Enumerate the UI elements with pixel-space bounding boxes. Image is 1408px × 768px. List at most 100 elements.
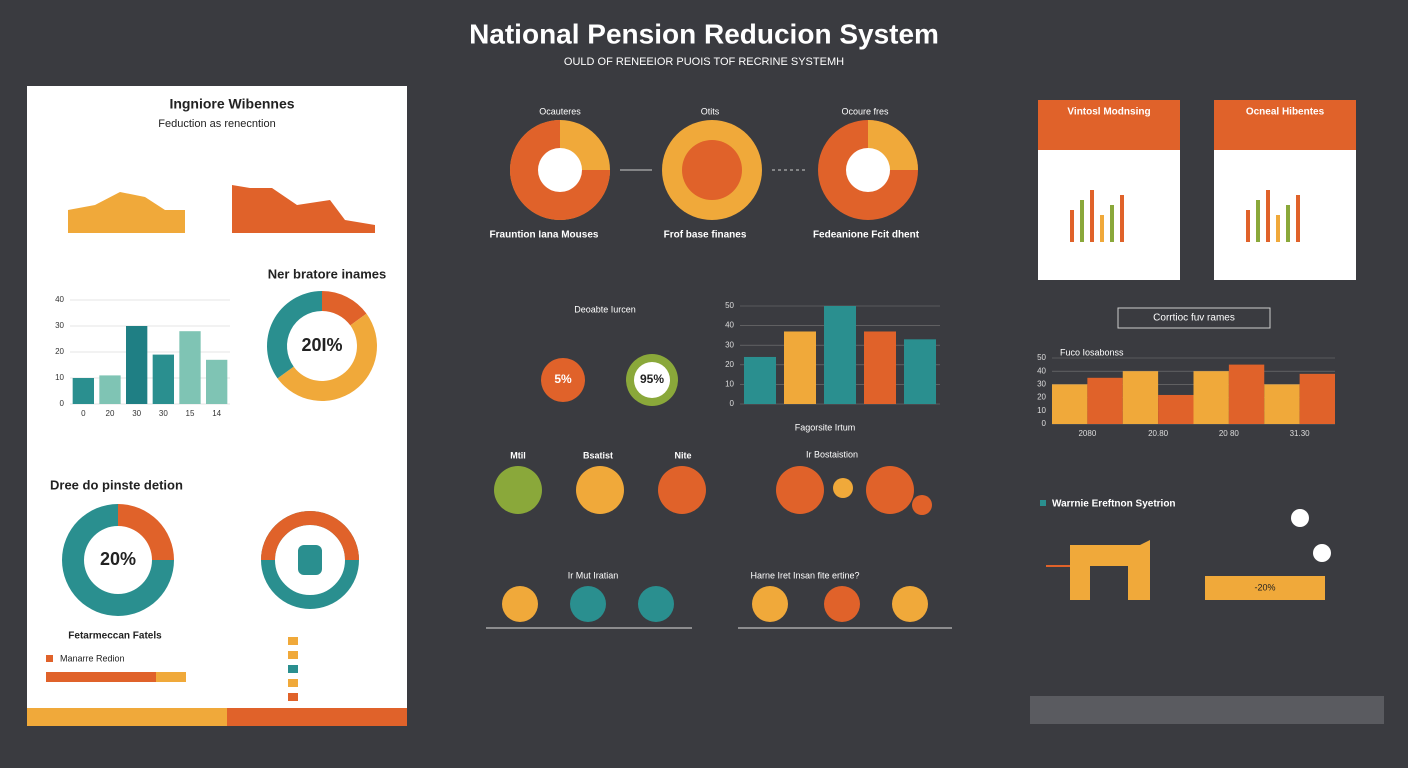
bar [126, 326, 148, 404]
x-tick-label: 0 [81, 409, 86, 418]
circle-caption: Frof base finanes [664, 230, 747, 241]
card-header [1038, 100, 1180, 150]
legend-text: Manarre Redion [60, 653, 125, 663]
x-tick-label: 30 [159, 409, 168, 418]
timeline-decor [486, 586, 952, 629]
bar [1087, 377, 1123, 424]
donut-label: 20% [100, 549, 136, 569]
bar [179, 331, 201, 404]
bar [1158, 394, 1194, 424]
icon-decor [541, 358, 585, 402]
card-header [1214, 100, 1356, 150]
subtitle: OULD OF RENEEIOR PUOIS TOF RECRINE SYSTE… [564, 56, 844, 68]
bar [99, 375, 121, 404]
section-heading: Fagorsite Irtum [795, 422, 856, 432]
box-label: Corrtioc fuv rames [1153, 313, 1235, 324]
y-tick-label: 0 [730, 399, 735, 408]
panel-heading: Ingniore Wibennes [169, 96, 294, 112]
chart-title: Fuco Iosabonss [1060, 347, 1124, 357]
y-tick-label: 10 [1037, 406, 1046, 415]
circle-caption: Frauntion Iana Mouses [490, 230, 599, 241]
y-tick-label: 30 [1037, 380, 1046, 389]
donut-segment [322, 291, 367, 326]
donut-segment [62, 504, 174, 616]
bar [152, 354, 174, 404]
ring-decor [261, 511, 359, 561]
icon-label: Nite [674, 450, 691, 460]
bar [744, 356, 776, 404]
bar [1052, 384, 1088, 424]
y-tick-label: 30 [55, 321, 64, 330]
footer-heading: Fetarmeccan Fatels [68, 631, 162, 642]
legend-swatch [46, 655, 53, 662]
y-tick-label: 0 [1042, 419, 1047, 428]
y-tick-label: 50 [725, 301, 734, 310]
section-heading: Harne Iret Insan fite ertine? [750, 570, 859, 580]
x-tick-label: 30 [132, 409, 141, 418]
circle-heading: Otits [701, 106, 720, 116]
icon-label: Mtil [510, 450, 526, 460]
y-tick-label: 40 [725, 321, 734, 330]
x-tick-label: 2080 [1078, 429, 1096, 438]
bar [784, 331, 816, 404]
area-decor [68, 192, 185, 233]
label-box [1117, 307, 1271, 329]
x-tick-label: 14 [212, 409, 221, 418]
y-tick-label: 30 [725, 340, 734, 349]
section-heading: Ir Mut Iratian [568, 570, 619, 580]
bar [904, 339, 936, 404]
footer-strip [227, 708, 407, 726]
icon-decor [494, 466, 932, 515]
area-decor [232, 185, 375, 233]
badge: 5% [554, 372, 572, 386]
bar [1264, 384, 1300, 424]
legend-decor [288, 637, 298, 701]
progress-decor [46, 672, 156, 682]
bar [206, 359, 228, 404]
circle-caption: Fedeanione Fcit dhent [813, 230, 920, 241]
circle-heading: Ocoure fres [841, 106, 889, 116]
title: National Pension Reducion System [469, 18, 939, 49]
left-panel [27, 86, 407, 726]
donut-label: 20I% [301, 335, 342, 355]
x-tick-label: 20.80 [1148, 429, 1169, 438]
icon-label: Bsatist [583, 450, 613, 460]
bar [1299, 373, 1335, 424]
chart-title: Ner bratore inames [268, 266, 387, 281]
section-heading: Warrnie Ereftnon Syetrion [1052, 499, 1176, 510]
circle-heading: Ocauteres [539, 106, 581, 116]
toolbar [1030, 696, 1384, 724]
y-tick-label: 20 [55, 347, 64, 356]
y-tick-label: 50 [1037, 353, 1046, 362]
bar [1228, 364, 1265, 424]
card-title: Vintosl Modnsing [1067, 107, 1150, 118]
x-tick-label: 15 [186, 409, 195, 418]
y-tick-label: 10 [725, 380, 734, 389]
y-tick-label: 10 [55, 373, 64, 382]
bar [864, 331, 896, 404]
icon-decor [298, 545, 322, 575]
x-tick-label: 20 80 [1219, 429, 1240, 438]
card-chart-decor [1070, 190, 1300, 242]
section-heading: Ir Bostaistion [806, 449, 858, 459]
step-decor [1046, 509, 1331, 600]
footer-strip [27, 708, 227, 726]
step-label: -20% [1254, 582, 1275, 592]
bar [1122, 371, 1159, 424]
y-tick-label: 40 [55, 295, 64, 304]
y-tick-label: 0 [60, 399, 65, 408]
ring-label: 95% [640, 372, 664, 386]
ring-decor [634, 362, 670, 398]
circle-decor [510, 120, 918, 220]
legend-swatch [1040, 500, 1046, 506]
bar [824, 306, 856, 404]
card-title: Ocneal Hibentes [1246, 107, 1325, 118]
donut-segment [267, 291, 322, 379]
bar [1193, 371, 1229, 424]
y-tick-label: 40 [1037, 366, 1046, 375]
section-heading: Dree do pinste detion [50, 477, 183, 492]
panel-subheading: Feduction as renecntion [158, 118, 275, 130]
donut-segment [118, 504, 174, 560]
y-tick-label: 20 [1037, 393, 1046, 402]
